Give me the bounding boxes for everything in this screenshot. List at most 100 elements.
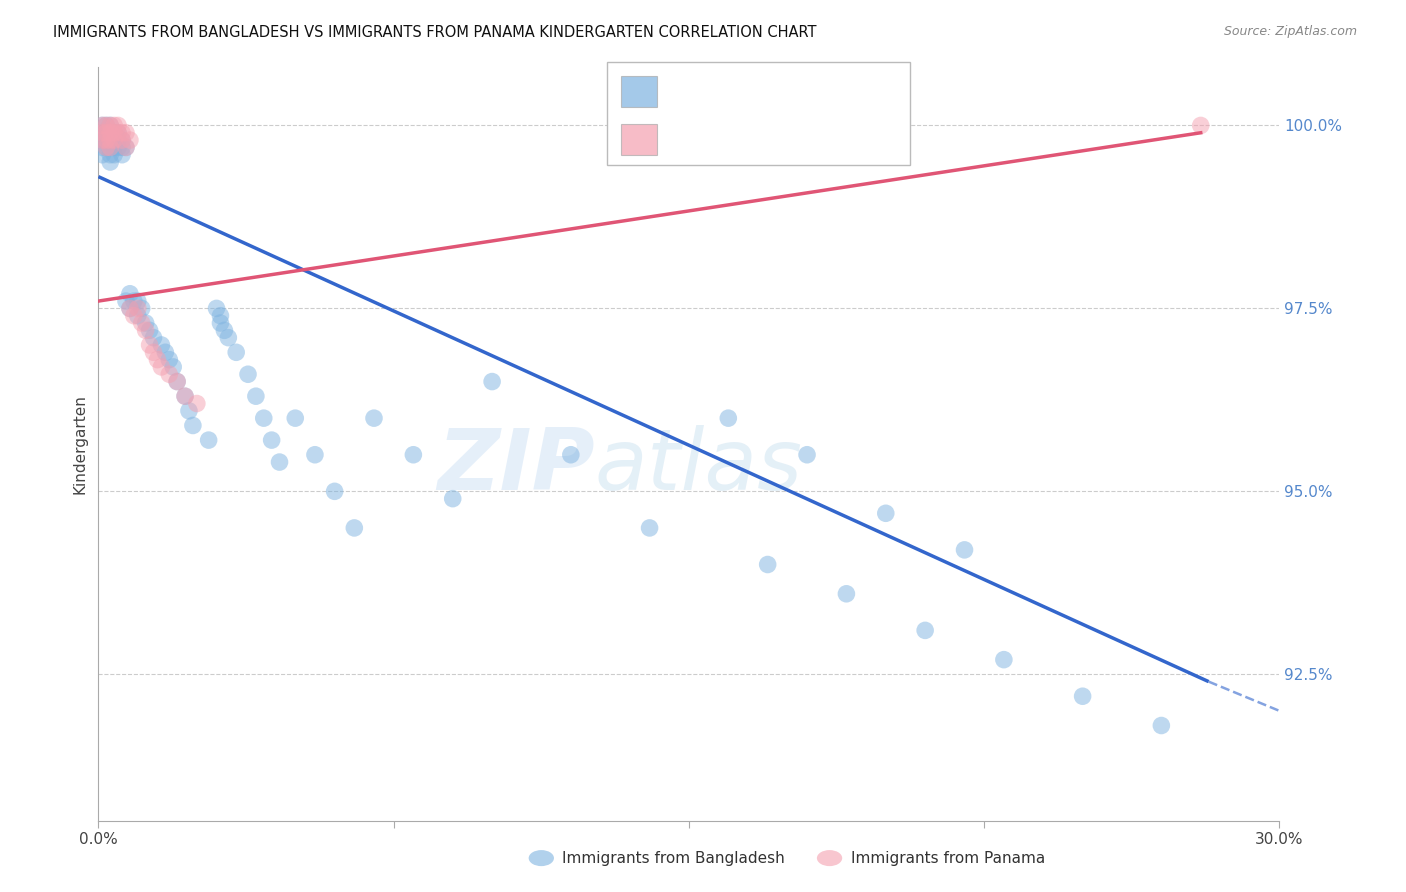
Point — [96, 126, 118, 140]
Point — [177, 404, 200, 418]
Point — [225, 345, 247, 359]
Point — [138, 323, 160, 337]
Point — [91, 133, 114, 147]
Text: R =: R = — [666, 132, 702, 147]
Point — [107, 119, 129, 133]
Point — [142, 345, 165, 359]
Point — [103, 119, 125, 133]
Point — [197, 433, 219, 447]
Point — [796, 448, 818, 462]
Point — [91, 119, 114, 133]
Text: Immigrants from Panama: Immigrants from Panama — [851, 851, 1045, 865]
Point — [96, 119, 118, 133]
Point — [217, 331, 239, 345]
Point — [103, 133, 125, 147]
Point — [115, 294, 138, 309]
Text: R =: R = — [666, 84, 702, 99]
Point — [118, 301, 141, 316]
Point — [115, 140, 138, 154]
Point — [98, 126, 121, 140]
Point — [96, 133, 118, 147]
Point — [127, 294, 149, 309]
Text: atlas: atlas — [595, 425, 803, 508]
Point — [209, 316, 232, 330]
Point — [115, 140, 138, 154]
Text: 35: 35 — [797, 132, 820, 147]
Point — [914, 624, 936, 638]
Y-axis label: Kindergarten: Kindergarten — [72, 394, 87, 493]
Text: -0.394: -0.394 — [702, 84, 759, 99]
Point — [166, 375, 188, 389]
Point — [441, 491, 464, 506]
Point — [157, 368, 180, 382]
Point — [107, 126, 129, 140]
Text: Source: ZipAtlas.com: Source: ZipAtlas.com — [1223, 25, 1357, 38]
Point — [103, 147, 125, 161]
Point — [131, 316, 153, 330]
Point — [835, 587, 858, 601]
Point — [103, 133, 125, 147]
Point — [150, 338, 173, 352]
Point — [118, 286, 141, 301]
Point — [269, 455, 291, 469]
Point — [953, 542, 976, 557]
Point — [91, 119, 114, 133]
Point — [96, 140, 118, 154]
Text: IMMIGRANTS FROM BANGLADESH VS IMMIGRANTS FROM PANAMA KINDERGARTEN CORRELATION CH: IMMIGRANTS FROM BANGLADESH VS IMMIGRANTS… — [53, 25, 817, 40]
Point — [135, 323, 157, 337]
Point — [343, 521, 366, 535]
Point — [205, 301, 228, 316]
Point — [560, 448, 582, 462]
Point — [1189, 119, 1212, 133]
Point — [96, 119, 118, 133]
Point — [481, 375, 503, 389]
Point — [181, 418, 204, 433]
Point — [304, 448, 326, 462]
Text: Immigrants from Bangladesh: Immigrants from Bangladesh — [562, 851, 785, 865]
Point — [122, 294, 145, 309]
Point — [127, 301, 149, 316]
Point — [186, 396, 208, 410]
Point — [1071, 690, 1094, 704]
Point — [236, 368, 259, 382]
Point — [174, 389, 197, 403]
Point — [127, 309, 149, 323]
Point — [103, 140, 125, 154]
Point — [146, 352, 169, 367]
Text: 76: 76 — [797, 84, 820, 99]
Point — [260, 433, 283, 447]
Point — [115, 126, 138, 140]
Point — [756, 558, 779, 572]
Point — [91, 126, 114, 140]
Point — [98, 140, 121, 154]
Point — [111, 140, 134, 154]
Point — [98, 147, 121, 161]
Point — [135, 316, 157, 330]
Point — [96, 126, 118, 140]
Point — [98, 133, 121, 147]
Text: ZIP: ZIP — [437, 425, 595, 508]
Point — [122, 309, 145, 323]
Point — [214, 323, 236, 337]
Point — [323, 484, 346, 499]
Point — [103, 126, 125, 140]
Point — [111, 133, 134, 147]
Text: N =: N = — [765, 84, 801, 99]
Point — [138, 338, 160, 352]
Point — [91, 126, 114, 140]
Point — [111, 126, 134, 140]
Point — [875, 506, 897, 520]
Point — [284, 411, 307, 425]
Point — [96, 133, 118, 147]
Point — [98, 133, 121, 147]
Point — [142, 331, 165, 345]
Point — [150, 359, 173, 374]
Text: N =: N = — [765, 132, 801, 147]
Point — [98, 155, 121, 169]
Point — [363, 411, 385, 425]
Point — [717, 411, 740, 425]
Point — [402, 448, 425, 462]
Point — [1150, 718, 1173, 732]
Point — [157, 352, 180, 367]
Point — [174, 389, 197, 403]
